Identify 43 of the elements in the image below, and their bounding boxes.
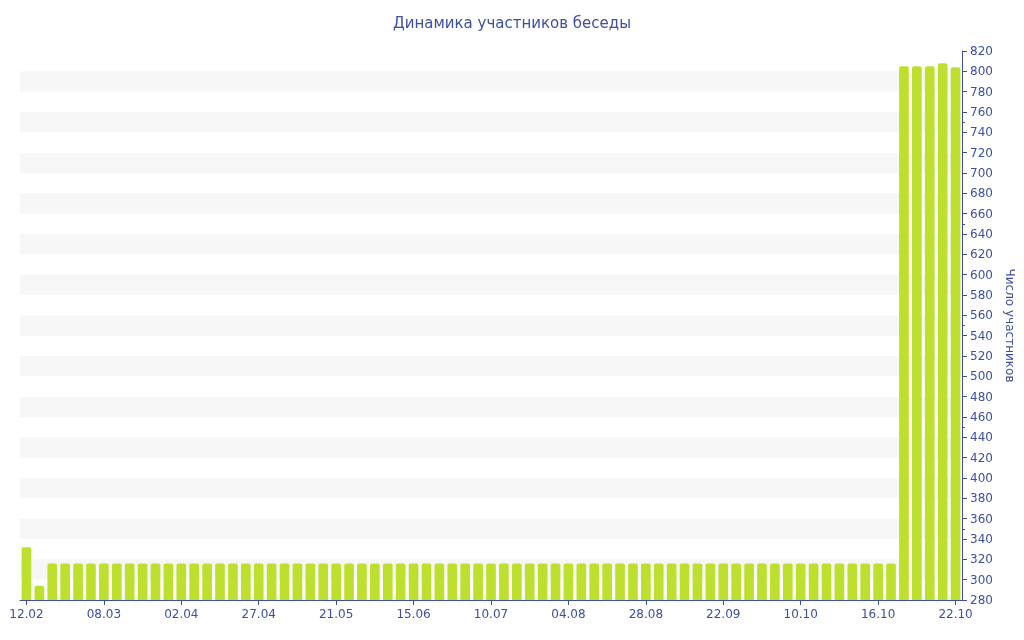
chart-title: Динамика участников беседы [392, 13, 632, 32]
x-tick-label: 10.10 [783, 607, 818, 621]
y-tick-label: 420 [970, 450, 993, 465]
y-tick-label: 820 [970, 44, 993, 58]
x-tick-label: 27.04 [241, 607, 276, 621]
y-tick-label: 760 [970, 105, 993, 119]
y-tick-label: 480 [970, 389, 993, 404]
y-tick-label: 740 [970, 125, 993, 140]
y-tick-label: 540 [970, 328, 993, 343]
y-tick-label: 400 [970, 471, 993, 485]
x-tick-label: 04.08 [551, 607, 586, 621]
y-tick-label: 440 [970, 430, 993, 445]
y-tick-label: 620 [970, 247, 993, 262]
x-tick-label: 02.04 [164, 607, 199, 621]
x-tick-label: 22.10 [938, 607, 973, 621]
y-tick-label: 660 [970, 206, 993, 221]
y-tick-label: 720 [970, 145, 993, 160]
x-tick-label: 10.07 [473, 607, 509, 621]
x-tick-label: 15.06 [396, 607, 431, 621]
x-tick-label: 08.03 [86, 607, 122, 621]
x-tick-label: 22.09 [706, 607, 741, 621]
y-tick-label: 780 [970, 84, 993, 99]
x-tick-label: 28.08 [628, 607, 664, 621]
y-tick-label: 380 [970, 491, 993, 506]
y-tick-label: 580 [970, 288, 993, 302]
y-tick-label: 280 [970, 593, 993, 607]
y-tick-label: 360 [970, 511, 993, 526]
y-tick-label: 500 [970, 369, 993, 384]
x-tick-label: 16.10 [860, 607, 896, 621]
y-tick-label: 300 [970, 572, 993, 587]
y-tick-label: 700 [970, 166, 993, 180]
y-tick-label: 680 [970, 186, 993, 201]
y-tick-label: 460 [970, 410, 993, 424]
y-axis-title: Число участников [1003, 268, 1017, 383]
x-tick-label: 12.02 [9, 607, 44, 621]
y-tick-label: 600 [970, 267, 993, 282]
x-tick-label: 21.05 [318, 607, 354, 621]
y-tick-label: 800 [970, 64, 993, 79]
y-tick-label: 320 [970, 552, 993, 567]
y-tick-label: 520 [970, 349, 993, 363]
y-tick-label: 640 [970, 227, 993, 241]
y-tick-label: 340 [970, 532, 993, 546]
y-tick-label: 560 [970, 308, 993, 323]
